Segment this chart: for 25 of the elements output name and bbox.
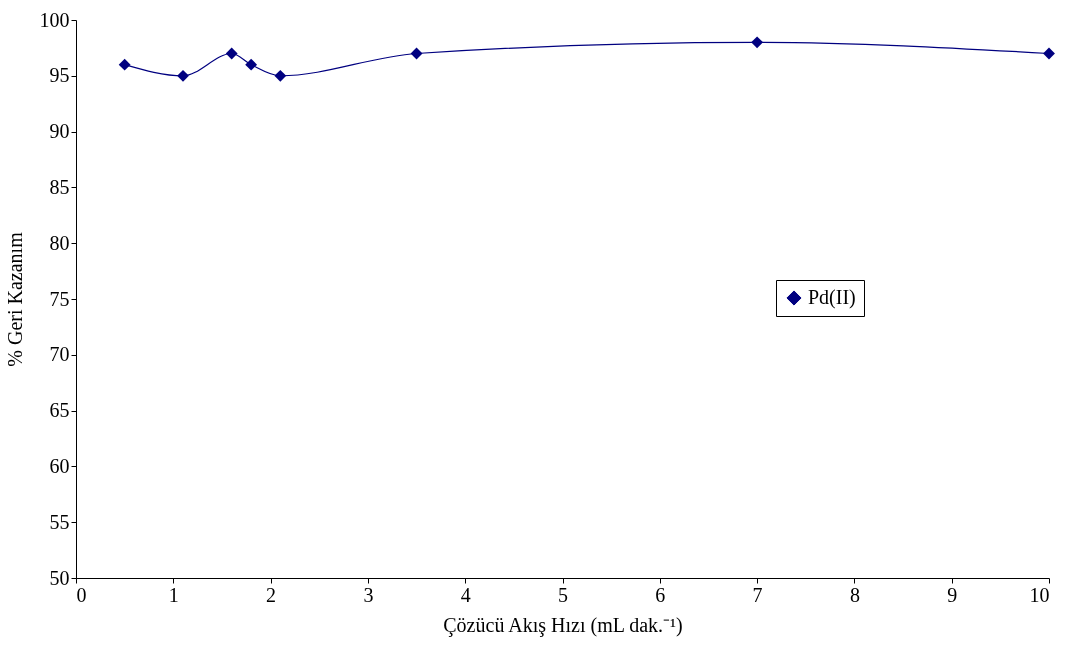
y-tick-label: 80 bbox=[49, 231, 70, 254]
y-tick-label: 90 bbox=[49, 120, 70, 143]
y-tick-label: 55 bbox=[49, 510, 70, 533]
x-tick-label: 10 bbox=[1029, 583, 1050, 606]
y-tick-label: 85 bbox=[49, 175, 70, 198]
x-tick-label: 1 bbox=[168, 583, 179, 606]
x-axis-title: Çözücü Akış Hızı (mL dak.⁻¹) bbox=[443, 613, 683, 637]
y-tick-label: 70 bbox=[49, 343, 70, 366]
y-tick-label: 75 bbox=[49, 287, 70, 310]
x-tick-label: 0 bbox=[76, 583, 87, 606]
y-tick-label: 65 bbox=[49, 399, 70, 422]
x-tick-label: 7 bbox=[752, 583, 763, 606]
x-tick-label: 4 bbox=[460, 583, 471, 606]
legend-label: Pd(II) bbox=[808, 286, 856, 309]
y-tick-label: 95 bbox=[49, 64, 70, 87]
x-tick-label: 2 bbox=[266, 583, 277, 606]
x-tick-label: 8 bbox=[849, 583, 860, 606]
x-tick-label: 6 bbox=[655, 583, 666, 606]
x-tick-label: 5 bbox=[558, 583, 568, 606]
x-tick-label: 9 bbox=[947, 583, 958, 606]
y-axis-title: % Geri Kazanım bbox=[3, 231, 26, 367]
y-tick-label: 50 bbox=[49, 566, 70, 589]
y-tick-label: 100 bbox=[39, 8, 70, 31]
x-tick-label: 3 bbox=[363, 583, 374, 606]
y-tick-label: 60 bbox=[49, 454, 70, 477]
